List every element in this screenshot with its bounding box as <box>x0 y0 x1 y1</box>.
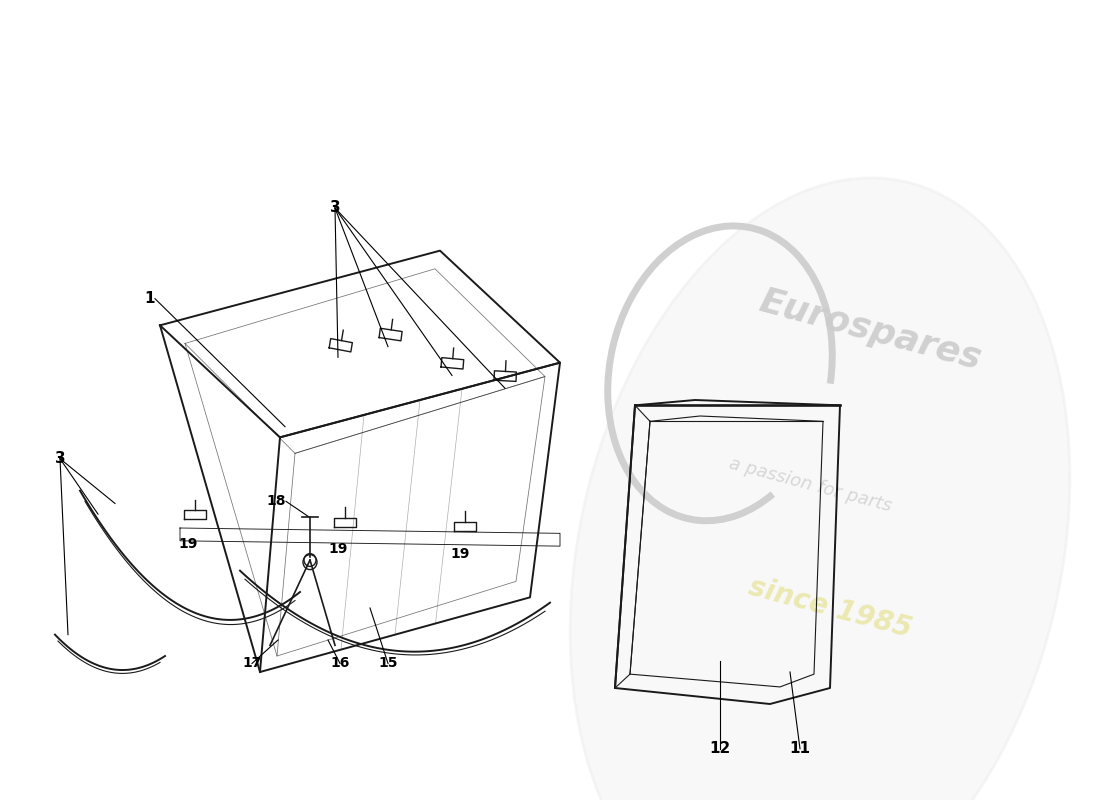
Text: 19: 19 <box>328 542 348 556</box>
Text: 19: 19 <box>450 546 470 561</box>
Text: 18: 18 <box>266 494 286 508</box>
Text: 17: 17 <box>242 657 262 670</box>
Text: 12: 12 <box>710 742 730 756</box>
Text: 3: 3 <box>55 451 65 466</box>
Text: 16: 16 <box>330 657 350 670</box>
Text: since 1985: since 1985 <box>746 573 914 643</box>
Text: Eurospares: Eurospares <box>755 285 984 377</box>
Text: a passion for parts: a passion for parts <box>727 455 893 516</box>
Text: 19: 19 <box>178 537 198 551</box>
Ellipse shape <box>570 178 1070 800</box>
Text: 3: 3 <box>330 201 340 215</box>
Text: 15: 15 <box>378 657 398 670</box>
Text: 11: 11 <box>790 742 811 756</box>
Text: 1: 1 <box>144 291 155 306</box>
